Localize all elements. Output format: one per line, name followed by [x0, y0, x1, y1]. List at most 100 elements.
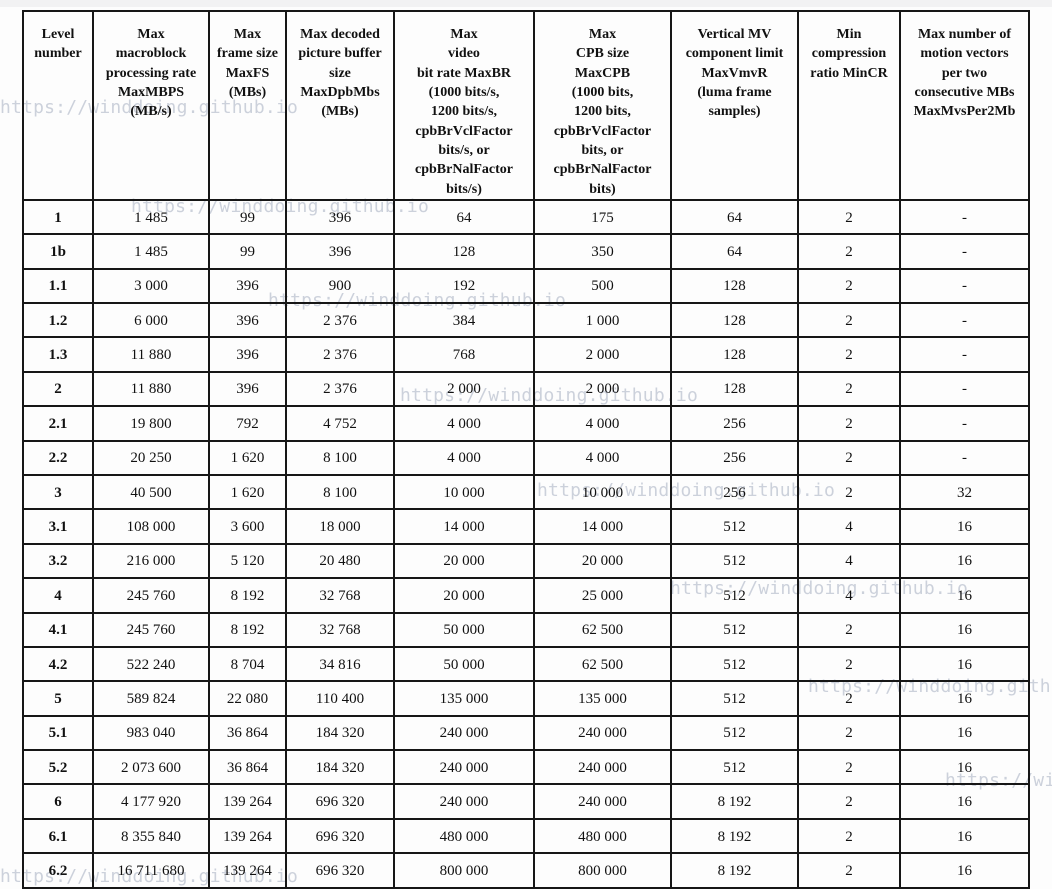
value-cell: -	[899, 233, 1030, 270]
value-cell: 696 320	[285, 852, 395, 889]
value-cell: 696 320	[285, 783, 395, 820]
value-cell: 4 752	[285, 405, 395, 442]
table-row: 5.2 2 073 600 36 864 184 320 240 000 240 000 5…	[22, 749, 1030, 786]
value-cell: 2 000	[533, 370, 672, 408]
value-cell: 256	[670, 405, 799, 442]
value-cell: 2	[797, 645, 901, 683]
level-number-cell: 6.1	[22, 817, 94, 855]
value-cell: 4	[797, 542, 901, 580]
value-cell: -	[899, 405, 1030, 442]
value-cell: 16	[899, 852, 1030, 889]
value-cell: 16	[899, 749, 1030, 786]
value-cell: 192	[393, 267, 535, 304]
value-cell: 4	[797, 508, 901, 545]
table-row: 3 40 500 1 620 8 100 10 000 10 000 256 2 32	[22, 473, 1030, 511]
value-cell: 32 768	[285, 577, 395, 614]
value-cell: 1 620	[208, 439, 287, 476]
value-cell: 16	[899, 508, 1030, 545]
level-number-cell: 1.1	[22, 267, 94, 304]
level-number-cell: 1.2	[22, 301, 94, 339]
value-cell: 396	[208, 267, 287, 304]
value-cell: 2	[797, 714, 901, 752]
value-cell: 256	[670, 473, 799, 511]
value-cell: 522 240	[92, 645, 210, 683]
value-cell: 139 264	[208, 852, 287, 889]
value-cell: 240 000	[393, 714, 535, 752]
table-row: 2 11 880 396 2 376 2 000 2 000 128 2-	[22, 370, 1030, 408]
value-cell: -	[899, 370, 1030, 408]
value-cell: 512	[670, 749, 799, 786]
value-cell: 2	[797, 267, 901, 304]
table-row: 5.1 983 040 36 864 184 320 240 000 240 000 512…	[22, 714, 1030, 752]
value-cell: 8 100	[285, 473, 395, 511]
value-cell: 240 000	[393, 749, 535, 786]
value-cell: 11 880	[92, 370, 210, 408]
header-max-fs: Max frame size MaxFS (MBs)	[208, 10, 287, 201]
value-cell: 128	[670, 370, 799, 408]
level-number-cell: 3.1	[22, 508, 94, 545]
value-cell: 2 000	[533, 336, 672, 373]
level-number-cell: 3.2	[22, 542, 94, 580]
value-cell: 396	[208, 301, 287, 339]
value-cell: 128	[393, 233, 535, 270]
level-number-cell: 1	[22, 198, 94, 236]
value-cell: 8 192	[670, 817, 799, 855]
value-cell: 512	[670, 577, 799, 614]
value-cell: 175	[533, 198, 672, 236]
value-cell: 2 376	[285, 370, 395, 408]
value-cell: 11 880	[92, 336, 210, 373]
header-level-number: Level number	[22, 10, 94, 201]
level-number-cell: 2	[22, 370, 94, 408]
value-cell: 20 000	[393, 542, 535, 580]
value-cell: 4 177 920	[92, 783, 210, 820]
value-cell: 16 711 680	[92, 852, 210, 889]
value-cell: 99	[208, 198, 287, 236]
header-max-dpb: Max decoded picture buffer size MaxDpbMb…	[285, 10, 395, 201]
header-max-br: Max video bit rate MaxBR (1000 bits/s, 1…	[393, 10, 535, 201]
level-number-cell: 5.1	[22, 714, 94, 752]
value-cell: 3 000	[92, 267, 210, 304]
value-cell: 4 000	[393, 405, 535, 442]
value-cell: 2	[797, 749, 901, 786]
value-cell: 768	[393, 336, 535, 373]
value-cell: 139 264	[208, 783, 287, 820]
value-cell: 2	[797, 198, 901, 236]
value-cell: 800 000	[533, 852, 672, 889]
value-cell: 184 320	[285, 714, 395, 752]
header-max-vmvr: Vertical MV component limit MaxVmvR (lum…	[670, 10, 799, 201]
value-cell: 62 500	[533, 645, 672, 683]
level-number-cell: 6.2	[22, 852, 94, 889]
value-cell: 500	[533, 267, 672, 304]
header-max-mbps: Max macroblock processing rate MaxMBPS (…	[92, 10, 210, 201]
value-cell: 480 000	[533, 817, 672, 855]
value-cell: 20 000	[393, 577, 535, 614]
header-max-cpb: Max CPB size MaxCPB (1000 bits, 1200 bit…	[533, 10, 672, 201]
header-max-mvs: Max number of motion vectors per two con…	[899, 10, 1030, 201]
value-cell: 2	[797, 817, 901, 855]
value-cell: 396	[285, 198, 395, 236]
value-cell: 2 376	[285, 336, 395, 373]
level-limits-table: Level number Max macroblock processing r…	[22, 10, 1030, 889]
value-cell: -	[899, 336, 1030, 373]
value-cell: 64	[670, 233, 799, 270]
value-cell: 64	[393, 198, 535, 236]
value-cell: -	[899, 267, 1030, 304]
value-cell: 16	[899, 680, 1030, 717]
value-cell: 2	[797, 233, 901, 270]
value-cell: 240 000	[393, 783, 535, 820]
level-number-cell: 4.2	[22, 645, 94, 683]
level-number-cell: 2.1	[22, 405, 94, 442]
value-cell: 2 073 600	[92, 749, 210, 786]
value-cell: 384	[393, 301, 535, 339]
value-cell: 2	[797, 405, 901, 442]
value-cell: 245 760	[92, 611, 210, 648]
value-cell: 512	[670, 680, 799, 717]
table-row: 1.2 6 000 396 2 376 384 1 000 128 2-	[22, 301, 1030, 339]
table-row: 1b 1 485 99 396 128 350 64 2-	[22, 233, 1030, 270]
value-cell: 512	[670, 508, 799, 545]
value-cell: 64	[670, 198, 799, 236]
value-cell: 50 000	[393, 611, 535, 648]
value-cell: 8 355 840	[92, 817, 210, 855]
